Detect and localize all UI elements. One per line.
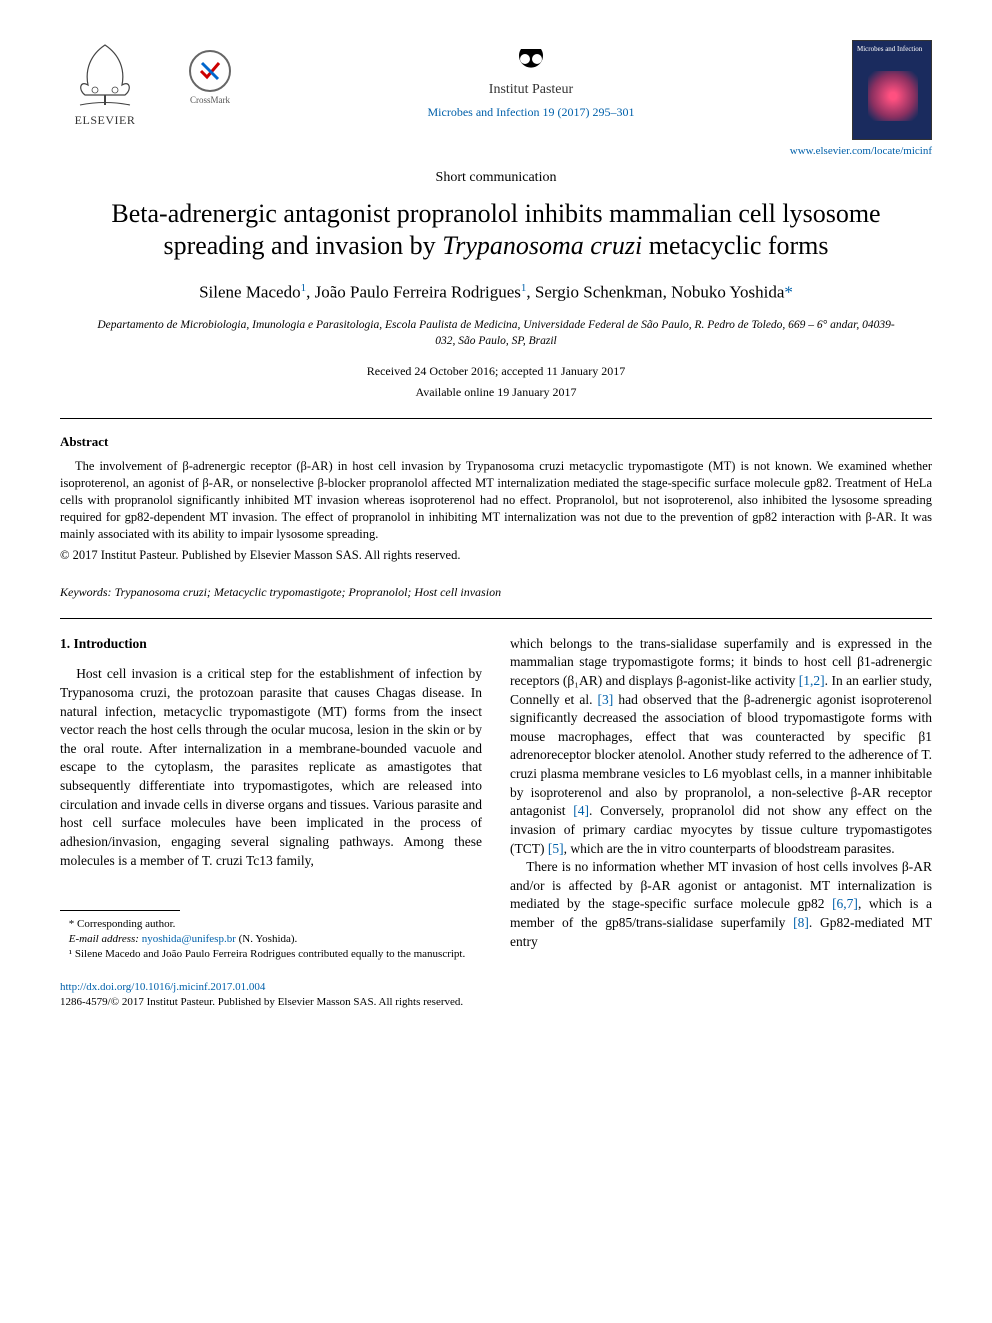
footnote-contribution: ¹ Silene Macedo and João Paulo Ferreira … — [60, 947, 482, 962]
ref-8[interactable]: [8] — [793, 915, 809, 930]
column-right: which belongs to the trans-sialidase sup… — [510, 635, 932, 962]
footnote-separator — [60, 910, 180, 911]
center-header-block: Institut Pasteur Microbes and Infection … — [240, 45, 822, 120]
p2c: had observed that the β-adrenergic agoni… — [510, 692, 932, 819]
author-2: João Paulo Ferreira Rodrigues — [315, 282, 521, 301]
article-title: Beta-adrenergic antagonist propranolol i… — [60, 198, 932, 263]
keywords-list: Trypanosoma cruzi; Metacyclic trypomasti… — [112, 585, 502, 599]
author-2-sup[interactable]: 1 — [521, 282, 527, 294]
header-row: ELSEVIER CrossMark Institut — [60, 40, 932, 159]
crossmark-block[interactable]: CrossMark — [180, 50, 240, 106]
title-italic: Trypanosoma cruzi — [442, 231, 642, 260]
keywords-label: Keywords: — [60, 585, 112, 599]
authors-line: Silene Macedo1, João Paulo Ferreira Rodr… — [60, 281, 932, 305]
ref-3[interactable]: [3] — [598, 692, 614, 707]
email-who: (N. Yoshida). — [236, 933, 297, 945]
footnote-corresponding: * Corresponding author. — [60, 917, 482, 932]
journal-reference[interactable]: Microbes and Infection 19 (2017) 295–301 — [428, 104, 635, 120]
ref-1-2[interactable]: [1,2] — [799, 673, 825, 688]
section-1-para-1: Host cell invasion is a critical step fo… — [60, 665, 482, 870]
email-link[interactable]: nyoshida@unifesp.br — [142, 933, 236, 945]
date-received: Received 24 October 2016; accepted 11 Ja… — [60, 363, 932, 379]
footnotes: * Corresponding author. E-mail address: … — [60, 917, 482, 962]
email-label: E-mail address: — [69, 933, 142, 945]
ref-5[interactable]: [5] — [548, 841, 564, 856]
cover-art-icon — [868, 71, 918, 121]
journal-cover-thumbnail[interactable]: Microbes and Infection — [852, 40, 932, 140]
keywords-line: Keywords: Trypanosoma cruzi; Metacyclic … — [60, 584, 932, 600]
journal-cover-block: Microbes and Infection www.elsevier.com/… — [822, 40, 932, 159]
cover-title: Microbes and Infection — [857, 45, 922, 54]
crossmark-label: CrossMark — [190, 94, 230, 106]
section-1-para-3: There is no information whether MT invas… — [510, 858, 932, 951]
section-1-para-2: which belongs to the trans-sialidase sup… — [510, 635, 932, 859]
date-online: Available online 19 January 2017 — [60, 384, 932, 400]
divider-top — [60, 418, 932, 419]
divider-bottom — [60, 618, 932, 619]
locate-link[interactable]: www.elsevier.com/locate/micinf — [790, 144, 932, 159]
title-part-2: metacyclic forms — [642, 231, 828, 260]
elsevier-tree-icon — [70, 40, 140, 110]
crossmark-icon — [189, 50, 231, 92]
author-1: Silene Macedo — [199, 282, 301, 301]
author-4: Nobuko Yoshida — [671, 282, 784, 301]
body-columns: 1. Introduction Host cell invasion is a … — [60, 635, 932, 962]
pasteur-logo: Institut Pasteur — [489, 45, 573, 100]
column-left: 1. Introduction Host cell invasion is a … — [60, 635, 482, 962]
abstract-body: The involvement of β-adrenergic receptor… — [60, 458, 932, 542]
ref-6-7[interactable]: [6,7] — [832, 896, 858, 911]
corresponding-asterisk[interactable]: * — [784, 282, 793, 301]
author-3: Sergio Schenkman — [535, 282, 663, 301]
ref-4[interactable]: [4] — [573, 803, 589, 818]
section-1-heading: 1. Introduction — [60, 635, 482, 654]
bottom-block: http://dx.doi.org/10.1016/j.micinf.2017.… — [60, 980, 932, 1010]
author-1-sup[interactable]: 1 — [301, 282, 307, 294]
abstract-text: The involvement of β-adrenergic receptor… — [60, 459, 932, 541]
elsevier-logo-block: ELSEVIER — [60, 40, 150, 128]
affiliation: Departamento de Microbiologia, Imunologi… — [60, 318, 932, 349]
abstract-copyright: © 2017 Institut Pasteur. Published by El… — [60, 547, 932, 564]
issn-copyright: 1286-4579/© 2017 Institut Pasteur. Publi… — [60, 996, 463, 1008]
article-type: Short communication — [60, 169, 932, 188]
footnote-email-line: E-mail address: nyoshida@unifesp.br (N. … — [60, 932, 482, 947]
pasteur-icon — [511, 45, 551, 79]
abstract-heading: Abstract — [60, 433, 932, 451]
pasteur-label: Institut Pasteur — [489, 81, 573, 100]
elsevier-label: ELSEVIER — [75, 112, 136, 128]
doi-link[interactable]: http://dx.doi.org/10.1016/j.micinf.2017.… — [60, 981, 265, 993]
p2e: , which are the in vitro counterparts of… — [564, 841, 895, 856]
